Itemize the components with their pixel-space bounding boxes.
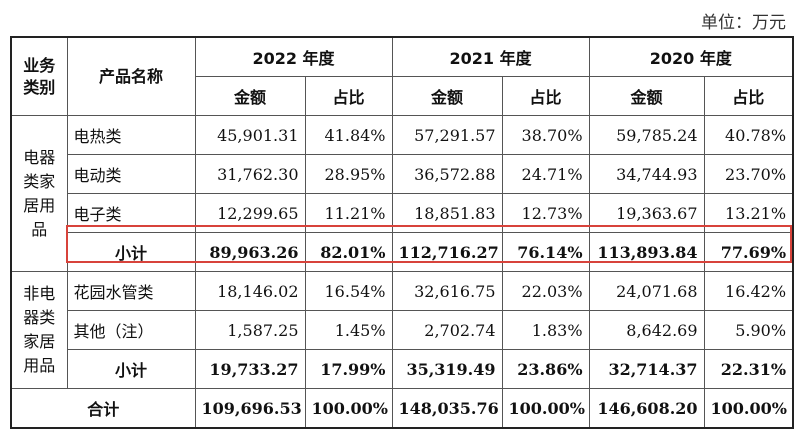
header-year-2020: 2020 年度 [588,36,794,77]
table-row: 其他（注） 1,587.25 1.45% 2,702.74 1.83% 8,64… [11,310,794,350]
header-product: 产品名称 [66,36,196,116]
subtotal-row: 小计 89,963.26 82.01% 112,716.27 76.14% 11… [11,232,794,272]
revenue-table: 业务类别 产品名称 2022 年度 2021 年度 2020 年度 金额 占比 … [10,36,795,429]
amount-cell: 146,608.20 [588,388,705,429]
amount-cell: 113,893.84 [588,232,705,272]
amount-cell: 19,363.67 [588,193,705,233]
ratio-cell: 16.54% [304,271,393,311]
header-ratio: 占比 [304,76,393,116]
ratio-cell: 1.83% [501,310,590,350]
ratio-cell: 24.71% [501,154,590,194]
ratio-cell: 22.31% [703,349,794,389]
subtotal-label: 小计 [66,232,196,272]
ratio-cell: 1.45% [304,310,393,350]
product-name: 其他（注） [66,310,196,350]
category-cell: 非电器类家居用品 [10,271,68,389]
product-name: 花园水管类 [66,271,196,311]
header-year-2021: 2021 年度 [391,36,590,77]
ratio-cell: 40.78% [703,115,794,155]
header-category: 业务类别 [10,36,68,116]
ratio-cell: 13.21% [703,193,794,233]
ratio-cell: 12.73% [501,193,590,233]
amount-cell: 12,299.65 [194,193,306,233]
subtotal-label: 小计 [66,349,196,389]
ratio-cell: 100.00% [501,388,590,429]
unit-label: 单位：万元 [701,13,786,33]
product-name: 电动类 [66,154,196,194]
amount-cell: 112,716.27 [391,232,503,272]
amount-cell: 109,696.53 [194,388,306,429]
amount-cell: 36,572.88 [391,154,503,194]
header-amount: 金额 [391,76,503,116]
amount-cell: 59,785.24 [588,115,705,155]
ratio-cell: 5.90% [703,310,794,350]
total-label: 合计 [10,388,196,429]
amount-cell: 18,851.83 [391,193,503,233]
amount-cell: 2,702.74 [391,310,503,350]
ratio-cell: 100.00% [703,388,794,429]
header-year-2022: 2022 年度 [194,36,393,77]
amount-cell: 89,963.26 [194,232,306,272]
table-row: 非电器类家居用品 花园水管类 18,146.02 16.54% 32,616.7… [10,271,794,389]
ratio-cell: 17.99% [304,349,393,389]
ratio-cell: 22.03% [501,271,590,311]
product-name: 电子类 [66,193,196,233]
table-row: 电动类 31,762.30 28.95% 36,572.88 24.71% 34… [11,154,794,194]
header-ratio: 占比 [501,76,590,116]
ratio-cell: 28.95% [304,154,393,194]
ratio-cell: 77.69% [703,232,794,272]
header-amount: 金额 [194,76,306,116]
ratio-cell: 11.21% [304,193,393,233]
amount-cell: 32,616.75 [391,271,503,311]
ratio-cell: 16.42% [703,271,794,311]
total-row: 合计 109,696.53 100.00% 148,035.76 100.00%… [10,388,794,429]
ratio-cell: 41.84% [304,115,393,155]
category-cell: 电器类家居用品 [10,115,68,272]
amount-cell: 1,587.25 [194,310,306,350]
amount-cell: 35,319.49 [391,349,503,389]
product-name: 电热类 [66,115,196,155]
amount-cell: 8,642.69 [588,310,705,350]
amount-cell: 57,291.57 [391,115,503,155]
subtotal-row: 小计 19,733.27 17.99% 35,319.49 23.86% 32,… [11,349,794,389]
amount-cell: 24,071.68 [588,271,705,311]
table-row: 电器类家居用品 电热类 45,901.31 41.84% 57,291.57 3… [10,115,794,272]
amount-cell: 18,146.02 [194,271,306,311]
ratio-cell: 38.70% [501,115,590,155]
amount-cell: 31,762.30 [194,154,306,194]
amount-cell: 34,744.93 [588,154,705,194]
ratio-cell: 76.14% [501,232,590,272]
header-amount: 金额 [588,76,705,116]
ratio-cell: 23.86% [501,349,590,389]
table-row: 电子类 12,299.65 11.21% 18,851.83 12.73% 19… [11,193,794,233]
amount-cell: 32,714.37 [588,349,705,389]
ratio-cell: 82.01% [304,232,393,272]
ratio-cell: 100.00% [304,388,393,429]
ratio-cell: 23.70% [703,154,794,194]
amount-cell: 148,035.76 [391,388,503,429]
amount-cell: 19,733.27 [194,349,306,389]
amount-cell: 45,901.31 [194,115,306,155]
header-ratio: 占比 [703,76,794,116]
